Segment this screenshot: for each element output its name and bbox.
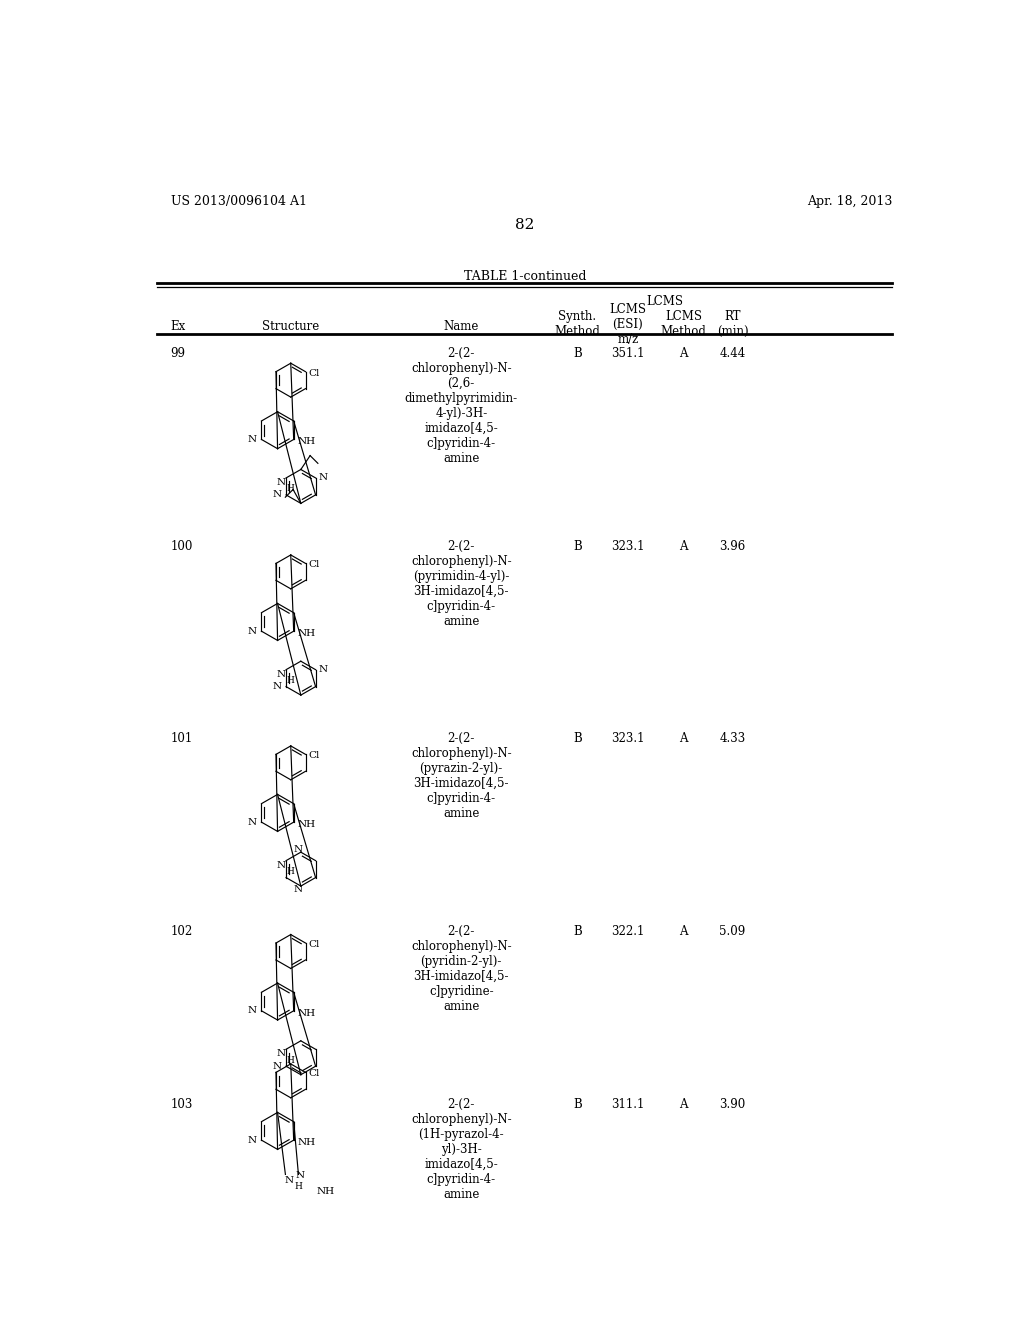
Text: 3.96: 3.96 [720, 540, 745, 553]
Text: US 2013/0096104 A1: US 2013/0096104 A1 [171, 195, 306, 209]
Text: 2-(2-
chlorophenyl)-N-
(pyrazin-2-yl)-
3H-imidazo[4,5-
c]pyridin-4-
amine: 2-(2- chlorophenyl)-N- (pyrazin-2-yl)- 3… [411, 733, 512, 820]
Text: N: N [272, 1061, 282, 1071]
Text: 3.90: 3.90 [720, 1098, 745, 1111]
Text: N: N [293, 884, 302, 894]
Text: N: N [272, 682, 282, 692]
Text: NH: NH [298, 630, 315, 638]
Text: N: N [295, 1171, 304, 1180]
Text: A: A [680, 540, 688, 553]
Text: 323.1: 323.1 [611, 733, 645, 744]
Text: H: H [287, 484, 295, 494]
Text: LCMS
(ESI)
m/z: LCMS (ESI) m/z [609, 304, 646, 346]
Text: Cl: Cl [308, 751, 319, 760]
Text: 82: 82 [515, 218, 535, 232]
Text: TABLE 1-continued: TABLE 1-continued [464, 271, 586, 282]
Text: N: N [248, 627, 257, 636]
Text: Ex: Ex [171, 321, 186, 333]
Text: N: N [276, 861, 286, 870]
Text: H: H [287, 1056, 295, 1064]
Text: NH: NH [298, 1138, 315, 1147]
Text: 323.1: 323.1 [611, 540, 645, 553]
Text: B: B [573, 347, 582, 360]
Text: A: A [680, 924, 688, 937]
Text: H: H [287, 867, 295, 876]
Text: 102: 102 [171, 924, 193, 937]
Text: N: N [248, 436, 257, 444]
Text: A: A [680, 347, 688, 360]
Text: NH: NH [316, 1187, 335, 1196]
Text: Cl: Cl [308, 1069, 319, 1078]
Text: 322.1: 322.1 [611, 924, 644, 937]
Text: 100: 100 [171, 540, 193, 553]
Text: N: N [276, 478, 286, 487]
Text: N: N [293, 845, 302, 854]
Text: Cl: Cl [308, 368, 319, 378]
Text: A: A [680, 1098, 688, 1111]
Text: NH: NH [298, 820, 315, 829]
Text: N: N [285, 1176, 293, 1185]
Text: Cl: Cl [308, 561, 319, 569]
Text: N: N [276, 1049, 286, 1059]
Text: 2-(2-
chlorophenyl)-N-
(1H-pyrazol-4-
yl)-3H-
imidazo[4,5-
c]pyridin-4-
amine: 2-(2- chlorophenyl)-N- (1H-pyrazol-4- yl… [411, 1098, 512, 1201]
Text: H: H [287, 676, 295, 685]
Text: N: N [272, 491, 282, 499]
Text: B: B [573, 540, 582, 553]
Text: 4.33: 4.33 [720, 733, 745, 744]
Text: 4.44: 4.44 [720, 347, 745, 360]
Text: B: B [573, 1098, 582, 1111]
Text: 2-(2-
chlorophenyl)-N-
(pyridin-2-yl)-
3H-imidazo[4,5-
c]pyridine-
amine: 2-(2- chlorophenyl)-N- (pyridin-2-yl)- 3… [411, 924, 512, 1012]
Text: NH: NH [298, 437, 315, 446]
Text: 311.1: 311.1 [611, 1098, 644, 1111]
Text: N: N [318, 665, 328, 675]
Text: B: B [573, 924, 582, 937]
Text: Structure: Structure [262, 321, 319, 333]
Text: H: H [294, 1183, 302, 1191]
Text: NH: NH [298, 1008, 315, 1018]
Text: N: N [318, 474, 328, 482]
Text: N: N [248, 817, 257, 826]
Text: 103: 103 [171, 1098, 193, 1111]
Text: 5.09: 5.09 [720, 924, 745, 937]
Text: 2-(2-
chlorophenyl)-N-
(pyrimidin-4-yl)-
3H-imidazo[4,5-
c]pyridin-4-
amine: 2-(2- chlorophenyl)-N- (pyrimidin-4-yl)-… [411, 540, 512, 627]
Text: LCMS: LCMS [646, 296, 684, 309]
Text: N: N [248, 1135, 257, 1144]
Text: 351.1: 351.1 [611, 347, 645, 360]
Text: 99: 99 [171, 347, 185, 360]
Text: Apr. 18, 2013: Apr. 18, 2013 [807, 195, 892, 209]
Text: B: B [573, 733, 582, 744]
Text: 101: 101 [171, 733, 193, 744]
Text: 2-(2-
chlorophenyl)-N-
(2,6-
dimethylpyrimidin-
4-yl)-3H-
imidazo[4,5-
c]pyridin: 2-(2- chlorophenyl)-N- (2,6- dimethylpyr… [404, 347, 518, 465]
Text: Synth.
Method: Synth. Method [555, 310, 600, 338]
Text: A: A [680, 733, 688, 744]
Text: LCMS
Method: LCMS Method [660, 310, 707, 338]
Text: RT
(min): RT (min) [717, 310, 749, 338]
Text: N: N [276, 669, 286, 678]
Text: N: N [248, 1006, 257, 1015]
Text: Name: Name [443, 321, 479, 333]
Text: Cl: Cl [308, 940, 319, 949]
